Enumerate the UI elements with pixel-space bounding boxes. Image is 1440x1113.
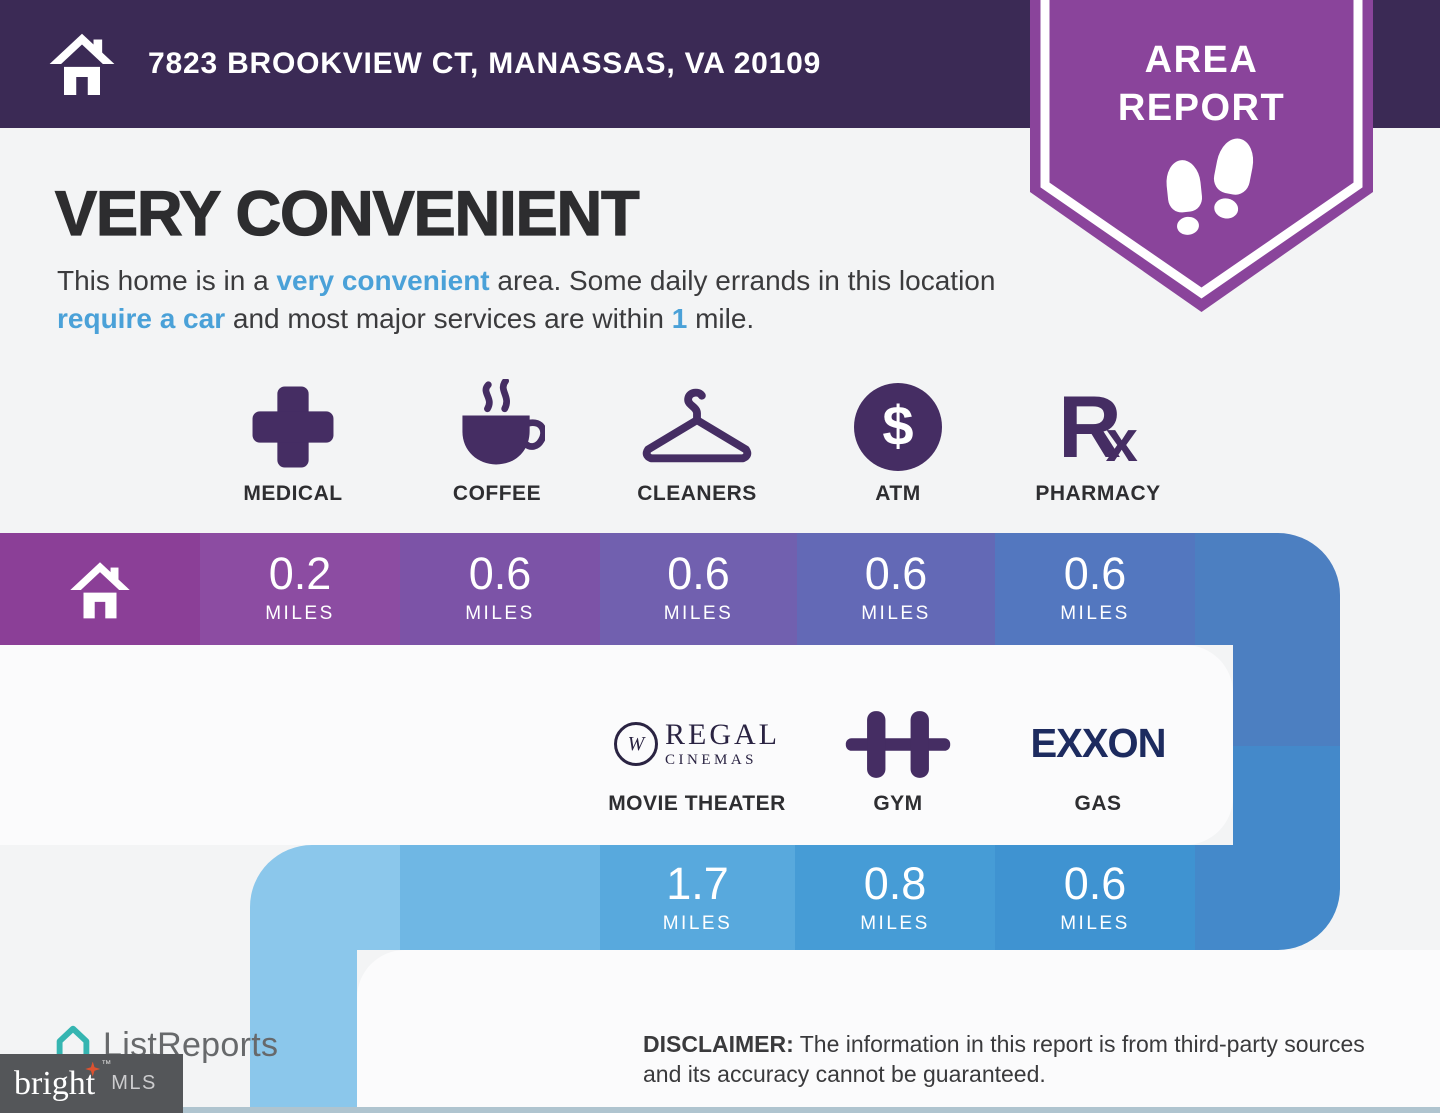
area-report-badge: AREA REPORT bbox=[1030, 0, 1373, 312]
rx-pharmacy-icon: R x bbox=[1058, 376, 1138, 476]
disclaimer-label: DISCLAIMER: bbox=[643, 1031, 794, 1057]
bottom-distance-bar: 1.7 MILES 0.8 MILES 0.6 MILES bbox=[250, 845, 1340, 950]
regal-cinemas-logo: W REGAL CINEMAS bbox=[614, 720, 780, 768]
miles-label: MILES bbox=[861, 603, 931, 624]
distance-value: 1.7 bbox=[666, 858, 729, 909]
dollar-symbol: $ bbox=[882, 393, 914, 457]
service-column-cleaners: CLEANERS bbox=[597, 372, 797, 524]
medical-cross-icon bbox=[252, 386, 334, 468]
badge-title: AREA REPORT bbox=[1030, 36, 1373, 132]
atm-dollar-icon: $ bbox=[854, 383, 942, 471]
distance-value: 0.6 bbox=[667, 548, 730, 599]
path-segment bbox=[400, 845, 600, 950]
distance-value: 0.6 bbox=[1063, 548, 1127, 599]
path-corner-segment bbox=[1195, 533, 1340, 645]
miles-label: MILES bbox=[662, 913, 733, 934]
distance-cell-atm: 0.6 MILES bbox=[797, 533, 995, 645]
footprint-heel bbox=[1176, 215, 1200, 236]
coffee-cup-icon bbox=[462, 379, 545, 465]
miles-label: MILES bbox=[1060, 603, 1130, 624]
venue-label: GAS bbox=[1074, 792, 1122, 815]
distance-cell-pharmacy: 0.6 MILES bbox=[995, 533, 1195, 645]
exxon-logo: EXXON bbox=[1030, 721, 1166, 766]
service-label: CLEANERS bbox=[637, 482, 757, 505]
regal-name: REGAL bbox=[665, 718, 780, 751]
distance-value: 0.8 bbox=[863, 858, 927, 909]
service-column-atm: $ ATM bbox=[798, 372, 998, 524]
page-title: VERY CONVENIENT bbox=[54, 178, 640, 249]
distance-value: 0.6 bbox=[864, 548, 928, 599]
regal-sub: CINEMAS bbox=[665, 752, 758, 768]
disclaimer: DISCLAIMER: The information in this repo… bbox=[643, 1029, 1398, 1090]
venue-label: GYM bbox=[873, 792, 923, 815]
path-segment bbox=[250, 845, 400, 950]
bright-text: bright bbox=[14, 1064, 96, 1102]
listreports-house-icon bbox=[56, 1025, 90, 1065]
badge-line2: REPORT bbox=[1117, 87, 1286, 129]
venue-label: MOVIE THEATER bbox=[608, 792, 786, 815]
miles-label: MILES bbox=[860, 913, 930, 934]
footprint-heel bbox=[1212, 196, 1240, 221]
service-label: MEDICAL bbox=[243, 482, 343, 505]
distance-value: 0.2 bbox=[268, 548, 332, 599]
bottom-edge-strip bbox=[0, 1107, 1440, 1113]
venue-column-movie-theater: W REGAL CINEMAS MOVIE THEATER bbox=[577, 696, 817, 828]
distance-cell-gym: 0.8 MILES bbox=[795, 845, 995, 950]
venue-column-gas: EXXON GAS bbox=[978, 696, 1218, 828]
service-column-coffee: COFFEE bbox=[397, 372, 597, 524]
distance-cell-movie-theater: 1.7 MILES bbox=[600, 845, 795, 950]
home-icon bbox=[70, 562, 130, 619]
path-corner-segment bbox=[1195, 845, 1340, 950]
top-distance-bar: 0.2 MILES 0.6 MILES 0.6 MILES 0.6 MILES … bbox=[0, 533, 1340, 645]
path-left-descending-band bbox=[250, 949, 357, 1113]
trademark-symbol: ™ bbox=[101, 1058, 112, 1070]
miles-label: MILES bbox=[663, 603, 734, 624]
badge-line1: AREA bbox=[1144, 39, 1259, 81]
miles-label: MILES bbox=[465, 603, 535, 624]
service-label: ATM bbox=[875, 482, 921, 505]
bright-mls-logo: bright ™ MLS bbox=[0, 1054, 183, 1113]
badge-ribbon-shape bbox=[1030, 0, 1373, 312]
service-label: COFFEE bbox=[452, 482, 542, 505]
rx-letter-r: R bbox=[1058, 376, 1122, 476]
home-segment bbox=[0, 533, 200, 645]
bright-wordmark: bright ™ bbox=[14, 1059, 111, 1103]
service-column-pharmacy: R x PHARMACY bbox=[998, 372, 1198, 524]
distance-cell-coffee: 0.6 MILES bbox=[400, 533, 600, 645]
intro-paragraph: This home is in a very convenient area. … bbox=[57, 265, 996, 334]
disclaimer-text: The information in this report is from t… bbox=[643, 1031, 1365, 1088]
service-column-medical: MEDICAL bbox=[193, 372, 393, 524]
miles-label: MILES bbox=[265, 603, 335, 624]
bottom-white-region bbox=[357, 950, 1440, 1113]
distance-value: 0.6 bbox=[1063, 858, 1127, 909]
property-address: 7823 BROOKVIEW CT, MANASSAS, VA 20109 bbox=[148, 47, 822, 80]
path-right-band-upper bbox=[1233, 645, 1340, 746]
distance-cell-cleaners: 0.6 MILES bbox=[600, 533, 797, 645]
hanger-icon bbox=[642, 388, 752, 463]
rx-letter-x: x bbox=[1105, 409, 1138, 475]
service-label: PHARMACY bbox=[1035, 482, 1161, 505]
home-icon bbox=[49, 33, 115, 95]
dumbbell-icon bbox=[845, 711, 951, 778]
mls-text: MLS bbox=[111, 1072, 157, 1094]
miles-label: MILES bbox=[1060, 913, 1130, 934]
regal-monogram: W bbox=[614, 722, 658, 766]
footprint-sole bbox=[1164, 158, 1204, 214]
distance-cell-gas: 0.6 MILES bbox=[995, 845, 1195, 950]
distance-cell-medical: 0.2 MILES bbox=[200, 533, 400, 645]
venue-column-gym: GYM bbox=[778, 696, 1018, 828]
distance-value: 0.6 bbox=[468, 548, 532, 599]
path-right-band-lower bbox=[1233, 746, 1340, 846]
